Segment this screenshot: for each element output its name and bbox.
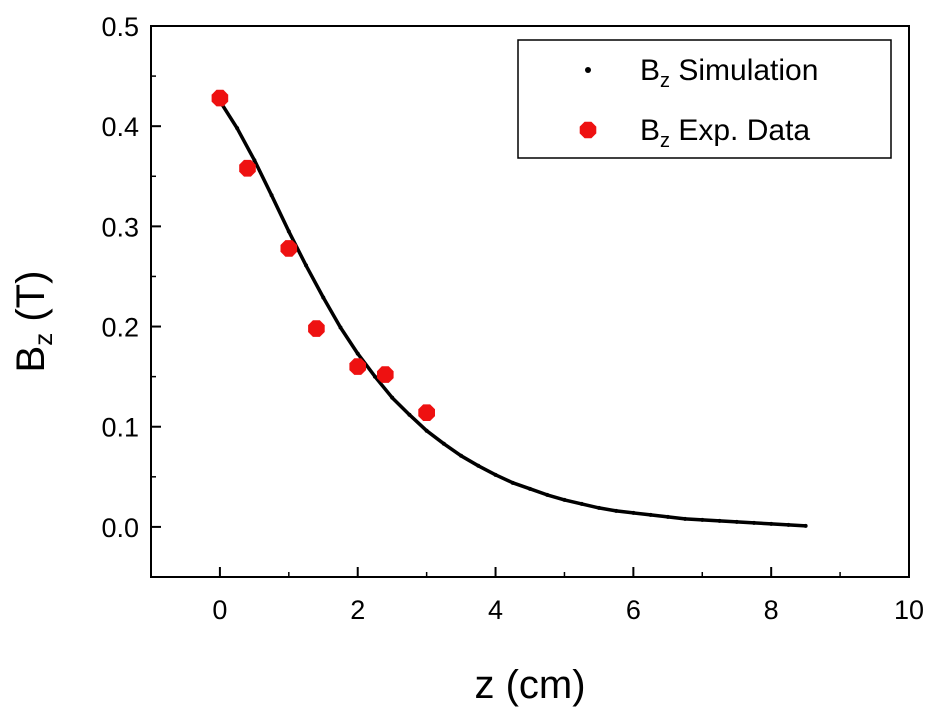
simulation-point xyxy=(459,453,464,458)
simulation-point xyxy=(235,126,240,131)
exp-data-point xyxy=(349,358,366,375)
simulation-point xyxy=(493,472,498,477)
simulation-point xyxy=(545,492,550,497)
simulation-point xyxy=(596,505,601,510)
legend-exp-data-swatch xyxy=(579,121,597,139)
exp-data-point xyxy=(239,159,256,177)
simulation-point xyxy=(803,523,808,528)
simulation-point xyxy=(510,480,515,485)
simulation-point xyxy=(614,508,619,513)
exp-data-point xyxy=(418,404,435,421)
legend-simulation-label: Bz Simulation xyxy=(640,54,818,92)
simulation-point xyxy=(769,521,774,526)
tick-layer: 0 2 4 6 8 10 0.0 0.1 0.2 0.3 0.4 0.5 xyxy=(101,12,924,625)
y-tick-label: 0.1 xyxy=(101,413,139,443)
y-tick-label: 0.3 xyxy=(101,212,139,242)
legend-box xyxy=(517,39,892,159)
simulation-point xyxy=(269,193,274,198)
exp-data-point xyxy=(377,366,394,383)
simulation-point xyxy=(252,158,257,163)
x-tick-label: 6 xyxy=(626,595,641,625)
simulation-point xyxy=(441,441,446,446)
simulation-point xyxy=(304,263,309,268)
simulation-point xyxy=(390,395,395,400)
x-axis-title: z (cm) xyxy=(474,663,585,707)
simulation-point xyxy=(338,325,343,330)
exp-data-point xyxy=(211,89,229,107)
exp-data-point xyxy=(280,240,298,257)
plot-layer xyxy=(211,89,808,528)
x-tick-label: 8 xyxy=(764,595,779,625)
simulation-point xyxy=(734,519,739,524)
y-axis-title-sub: z xyxy=(28,333,58,346)
legend-simulation-swatch xyxy=(585,67,591,73)
simulation-point xyxy=(579,501,584,506)
simulation-point xyxy=(528,486,532,491)
simulation-point xyxy=(321,295,326,300)
plot-frame xyxy=(150,25,910,578)
simulation-point xyxy=(562,497,567,502)
simulation-point xyxy=(665,514,670,519)
simulation-point xyxy=(631,510,636,515)
simulation-point xyxy=(355,351,360,356)
y-axis-title-rest: (T) xyxy=(9,271,53,333)
simulation-point xyxy=(372,374,377,379)
simulation-point xyxy=(717,518,722,523)
simulation-point xyxy=(407,412,412,417)
y-axis-title: Bz (T) xyxy=(9,271,58,373)
y-tick-label: 0.5 xyxy=(101,12,139,42)
simulation-curve xyxy=(218,100,806,528)
y-tick-label: 0.0 xyxy=(101,513,139,543)
simulation-point xyxy=(786,522,791,527)
simulation-point xyxy=(683,516,688,521)
x-tick-label: 0 xyxy=(212,595,227,625)
y-tick-label: 0.4 xyxy=(101,112,139,142)
legend-exp-data-label: Bz Exp. Data xyxy=(640,114,810,152)
x-tick-label: 2 xyxy=(350,595,365,625)
legend: Bz Simulation Bz Exp. Data xyxy=(517,39,892,159)
simulation-point xyxy=(424,428,429,433)
simulation-point xyxy=(476,463,481,468)
x-tick-label: 4 xyxy=(488,595,503,625)
simulation-point xyxy=(286,229,291,234)
simulation-point xyxy=(751,520,756,525)
y-tick-label: 0.2 xyxy=(101,313,139,343)
simulation-point xyxy=(648,512,653,517)
exp-data-point xyxy=(308,320,325,337)
x-tick-label: 10 xyxy=(894,595,924,625)
simulation-point xyxy=(700,517,705,522)
y-axis-title-base: B xyxy=(9,346,53,373)
